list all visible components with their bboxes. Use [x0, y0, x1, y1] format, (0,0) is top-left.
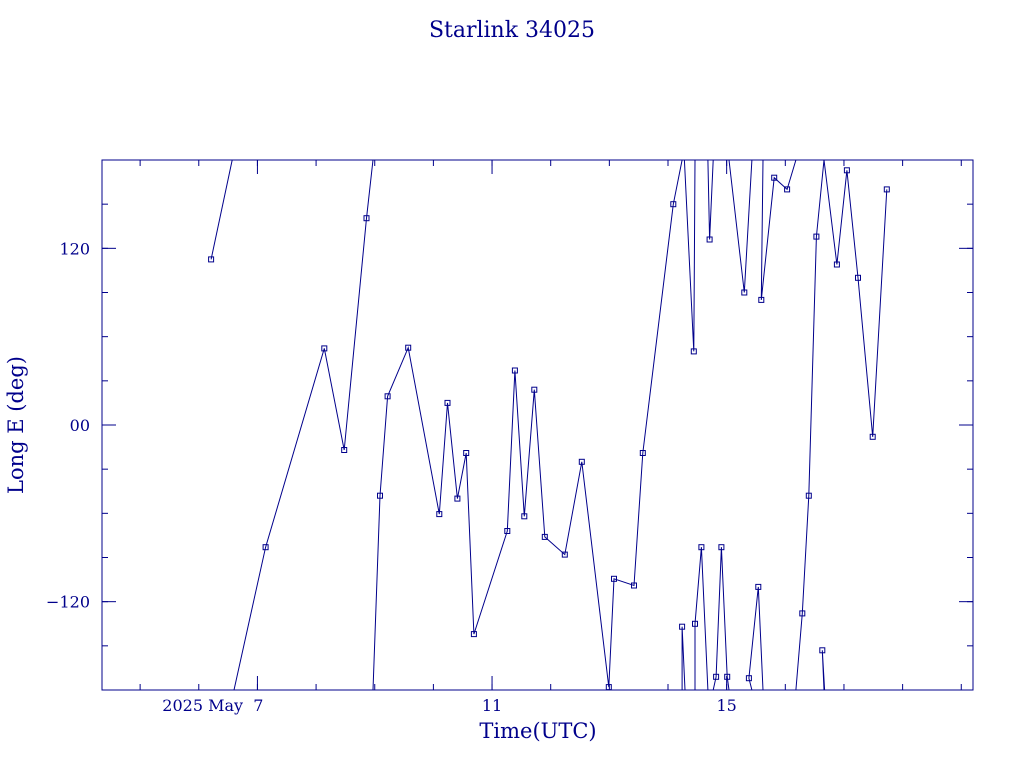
data-point-marker [799, 610, 806, 617]
x-tick-label: 11 [482, 696, 502, 715]
series-segment [681, 626, 686, 690]
data-point-marker [405, 344, 412, 351]
y-tick-label: −120 [46, 593, 90, 612]
series-segment [694, 547, 709, 690]
data-point-marker [843, 167, 850, 174]
series-segment [233, 160, 374, 690]
plot-frame [101, 159, 974, 691]
y-axis-label: Long E (deg) [4, 356, 28, 494]
data-point-marker [611, 575, 617, 582]
data-point-marker [521, 513, 528, 520]
data-point-marker [561, 551, 568, 558]
data-point-marker [321, 345, 328, 352]
series-layer [210, 160, 888, 690]
data-point-marker [208, 256, 215, 263]
data-point-marker [718, 544, 725, 551]
marker-layer [208, 167, 890, 691]
series-segment [683, 160, 696, 352]
series-segment [372, 160, 683, 690]
data-point-marker [511, 367, 518, 374]
data-point-marker [805, 492, 812, 499]
chart-title: Starlink 34025 [429, 18, 595, 43]
series-segment [748, 586, 764, 690]
series-segment [210, 160, 233, 260]
data-point-marker [363, 215, 370, 222]
data-point-marker [639, 450, 646, 456]
data-point-marker [855, 274, 861, 281]
data-point-marker [692, 620, 698, 627]
data-point-marker [813, 233, 820, 240]
minor-ticks [102, 160, 973, 690]
data-point-marker [771, 174, 778, 181]
data-point-marker [883, 186, 890, 193]
data-point-marker [541, 533, 548, 540]
series-segment [823, 160, 888, 437]
data-point-marker [262, 544, 269, 551]
data-point-marker [504, 528, 511, 534]
data-point-marker [444, 399, 451, 406]
data-point-marker [578, 458, 585, 465]
data-point-marker [690, 348, 697, 355]
data-point-marker [869, 433, 876, 440]
data-point-marker [463, 450, 470, 456]
series-segment [760, 160, 797, 300]
major-ticks [102, 160, 973, 690]
x-tick-label: 15 [716, 696, 736, 715]
y-tick-label: 00 [70, 416, 90, 435]
x-tick-label: 2025 May 7 [162, 696, 263, 715]
data-point-marker [741, 289, 748, 296]
series-segment [728, 160, 753, 293]
data-point-marker [341, 447, 348, 453]
y-tick-label: 120 [59, 239, 90, 258]
data-point-marker [631, 582, 637, 589]
data-point-marker [755, 583, 762, 590]
data-point-marker [713, 673, 720, 680]
data-point-marker [531, 386, 538, 393]
series-segment [712, 547, 730, 690]
data-point-marker [679, 623, 686, 630]
series-segment [707, 160, 714, 240]
data-point-marker [819, 647, 826, 654]
data-point-marker [470, 631, 477, 638]
data-point-marker [698, 544, 705, 551]
x-axis-label: Time(UTC) [479, 719, 596, 743]
data-point-marker [706, 236, 713, 243]
data-point-marker [377, 492, 383, 499]
data-point-marker [784, 186, 791, 193]
data-point-marker [670, 201, 677, 208]
data-point-marker [436, 511, 443, 518]
data-point-marker [745, 675, 752, 682]
data-point-marker [384, 393, 391, 400]
data-point-marker [605, 684, 612, 691]
data-point-marker [454, 495, 461, 502]
data-point-marker [758, 296, 765, 303]
data-point-marker [724, 673, 731, 680]
series-segment [821, 650, 826, 690]
data-point-marker [833, 261, 840, 268]
series-segment [795, 160, 825, 690]
tick-labels: 120 00 −120 2025 May 7 11 15 [46, 239, 737, 715]
